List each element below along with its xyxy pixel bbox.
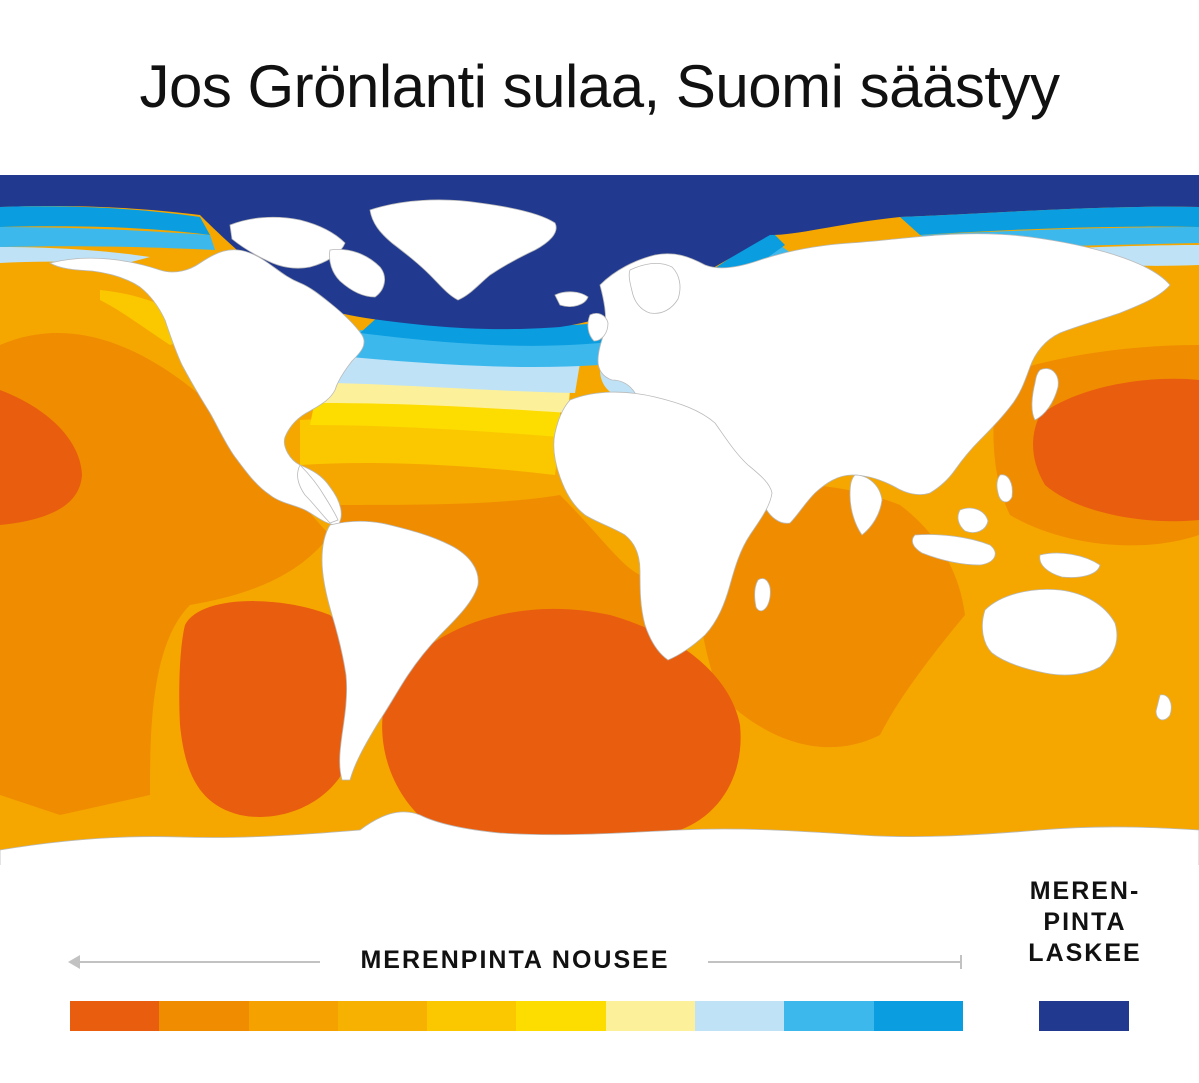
sea-level-map	[0, 175, 1199, 875]
legend-swatch-4	[337, 1001, 428, 1031]
legend-swatch-2	[159, 1001, 249, 1031]
land-british-isles	[587, 313, 609, 342]
arctic-light-band-left	[0, 227, 215, 250]
legend-arrow-line-left	[72, 961, 320, 963]
legend-fall-line-3: LASKEE	[1028, 939, 1142, 967]
legend-fall-label: MEREN- PINTA LASKEE	[1010, 876, 1160, 969]
legend-fall-swatch	[1039, 1001, 1129, 1031]
legend-swatch-7	[605, 1001, 696, 1031]
legend-swatch-3	[248, 1001, 338, 1031]
legend-swatch-8	[695, 1001, 785, 1031]
land-africa	[553, 391, 773, 661]
gyre-south-pacific	[179, 601, 356, 817]
land-indonesia	[911, 534, 996, 566]
gyre-north-pacific-east	[0, 390, 82, 525]
land-scandinavia	[628, 263, 681, 314]
land-philippines	[996, 474, 1013, 503]
band-yellow-na	[300, 418, 560, 475]
land-new-zealand	[1155, 694, 1172, 721]
gyre-south-atlantic	[382, 608, 741, 840]
band-yellow-na-2	[310, 400, 560, 437]
orange-belt-indian	[696, 484, 965, 748]
land-borneo	[957, 507, 989, 533]
land-central-america	[297, 464, 339, 524]
arctic-blue-band-left	[0, 206, 210, 235]
map-title: Jos Grönlanti sulaa, Suomi säästyy	[139, 53, 1060, 120]
land-new-guinea	[1039, 552, 1101, 578]
map-bottom-margin	[0, 865, 1199, 875]
legend-swatch-5	[427, 1001, 517, 1031]
land-masses	[0, 199, 1199, 875]
land-antarctica	[0, 811, 1199, 875]
legend-arrow-line-right	[708, 961, 962, 963]
arctic-blue-band-right	[900, 206, 1199, 235]
gyre-north-pacific-west	[1033, 378, 1199, 522]
land-australia	[981, 589, 1118, 676]
land-north-america	[48, 249, 365, 526]
land-iceland	[554, 291, 589, 307]
legend-swatch-6	[516, 1001, 606, 1031]
legend-rise-color-scale	[70, 1001, 963, 1031]
legend-rise-label: MERENPINTA NOUSEE	[360, 946, 670, 974]
land-japan	[1031, 368, 1059, 421]
legend-fall-line-2: PINTA	[1043, 908, 1127, 936]
land-south-america	[321, 520, 479, 781]
land-madagascar	[754, 578, 771, 612]
land-baffin	[329, 248, 385, 298]
legend-swatch-9	[784, 1001, 874, 1031]
land-greenland	[369, 199, 557, 301]
legend-arrow-end-tick	[960, 955, 962, 969]
legend-fall-line-1: MEREN-	[1029, 877, 1141, 905]
legend-swatch-1	[70, 1001, 160, 1031]
legend-swatch-10	[873, 1001, 963, 1031]
land-india	[849, 474, 883, 536]
